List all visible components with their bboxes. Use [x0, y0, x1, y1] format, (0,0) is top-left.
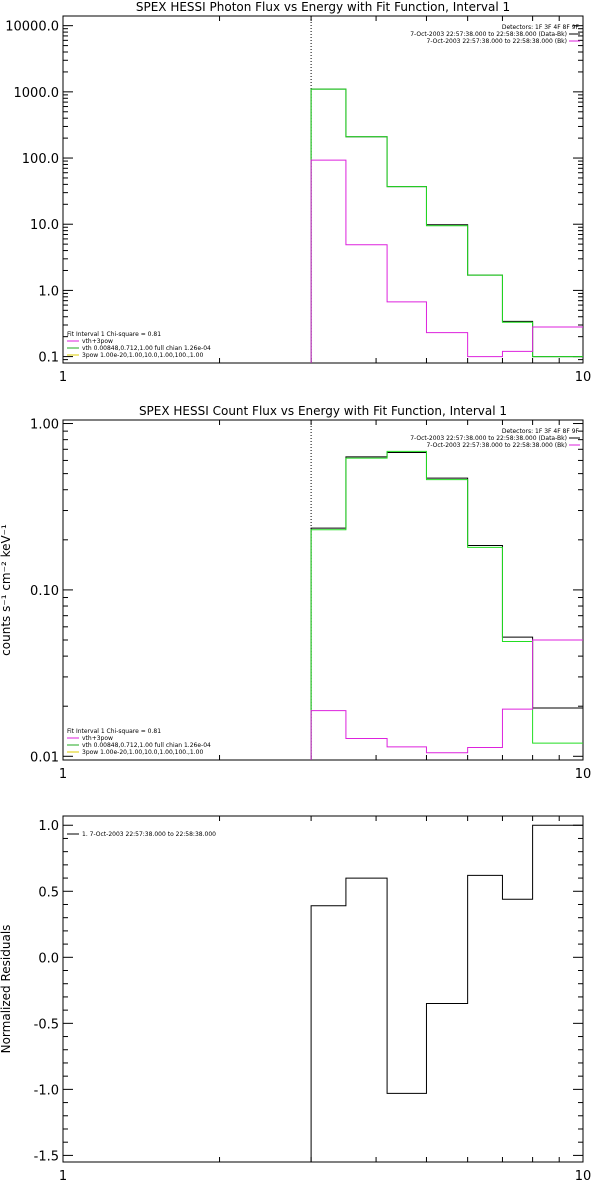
legend-label: vth+3pow	[82, 735, 113, 742]
legend-label: 3pow 1.00e-20,1.00,10.0,1.00,100.,1.00	[82, 352, 203, 359]
y-tick-label: 1.00	[30, 418, 59, 433]
y-axis-label: counts s⁻¹ cm⁻² keV⁻¹	[0, 524, 13, 656]
y-tick-label: 1000.0	[14, 86, 60, 101]
y-tick-label: 10.0	[30, 218, 59, 233]
y-tick-label: 0.10	[30, 584, 59, 599]
x-tick-label: 10	[575, 767, 592, 782]
series-line-3	[310, 639, 583, 760]
y-tick-label: -1.0	[34, 1083, 59, 1098]
x-tick-label: 1	[59, 370, 67, 385]
plot-frame	[62, 15, 584, 364]
series-line-1	[310, 824, 583, 1162]
series-line-3	[310, 159, 583, 363]
y-tick-label: -1.5	[34, 1149, 59, 1164]
legend-header: Detectors: 1F 3F 4F 8F 9F	[502, 24, 580, 31]
x-tick-label: 10	[575, 1169, 592, 1184]
x-tick-label: 1	[59, 1169, 67, 1184]
chart-title: SPEX HESSI Photon Flux vs Energy with Fi…	[136, 0, 510, 14]
legend-label: vth 0.00848,0.712,1.00 full chian 1.26e-…	[82, 742, 211, 749]
y-tick-label: 0.01	[30, 750, 59, 765]
y-tick-label: -0.5	[34, 1017, 59, 1032]
plot-frame	[62, 815, 584, 1163]
legend-header: Fit Interval 1 Chi-square = 0.81	[67, 728, 161, 735]
legend-label: 7-Oct-2003 22:57:38.000 to 22:58:38.000 …	[427, 38, 568, 45]
series-line-2	[310, 450, 583, 760]
legend-header: Detectors: 1F 3F 4F 8F 9F	[502, 428, 580, 435]
legend-label: vth 0.00848,0.712,1.00 full chian 1.26e-…	[82, 345, 211, 352]
y-tick-label: 1.0	[38, 819, 59, 834]
y-tick-label: 0.5	[38, 885, 59, 900]
legend-label: 7-Oct-2003 22:57:38.000 to 22:58:38.000 …	[410, 31, 567, 38]
legend-label: 3pow 1.00e-20,1.00,10.0,1.00,100.,1.00	[82, 749, 203, 756]
x-tick-label: 10	[575, 370, 592, 385]
y-tick-label: 0.0	[38, 951, 59, 966]
y-tick-label: 10000.0	[5, 20, 59, 35]
series-line-2	[310, 88, 583, 363]
legend-header: Fit Interval 1 Chi-square = 0.81	[67, 331, 161, 338]
legend-label: 7-Oct-2003 22:57:38.000 to 22:58:38.000 …	[410, 435, 567, 442]
series-line-1	[310, 451, 583, 760]
y-tick-label: 1.0	[38, 284, 59, 299]
legend-label: vth+3pow	[82, 338, 113, 345]
y-tick-label: 0.1	[38, 351, 59, 366]
legend-label: 1. 7-Oct-2003 22:57:38.000 to 22:58:38.0…	[82, 831, 216, 838]
x-tick-label: 1	[59, 767, 67, 782]
chart-panel-2: SPEX HESSI Count Flux vs Energy with Fit…	[0, 404, 591, 782]
chart-panel-1: SPEX HESSI Photon Flux vs Energy with Fi…	[5, 0, 591, 385]
legend-label: 7-Oct-2003 22:57:38.000 to 22:58:38.000 …	[427, 442, 568, 449]
chart-panel-3: Normalized Residuals 1 10 1.0 0.5 0.0 -0.5 -1.0…	[0, 815, 592, 1184]
y-axis-label: Normalized Residuals	[0, 925, 13, 1054]
chart-title: SPEX HESSI Count Flux vs Energy with Fit…	[139, 404, 507, 418]
y-tick-label: 100.0	[22, 152, 59, 167]
